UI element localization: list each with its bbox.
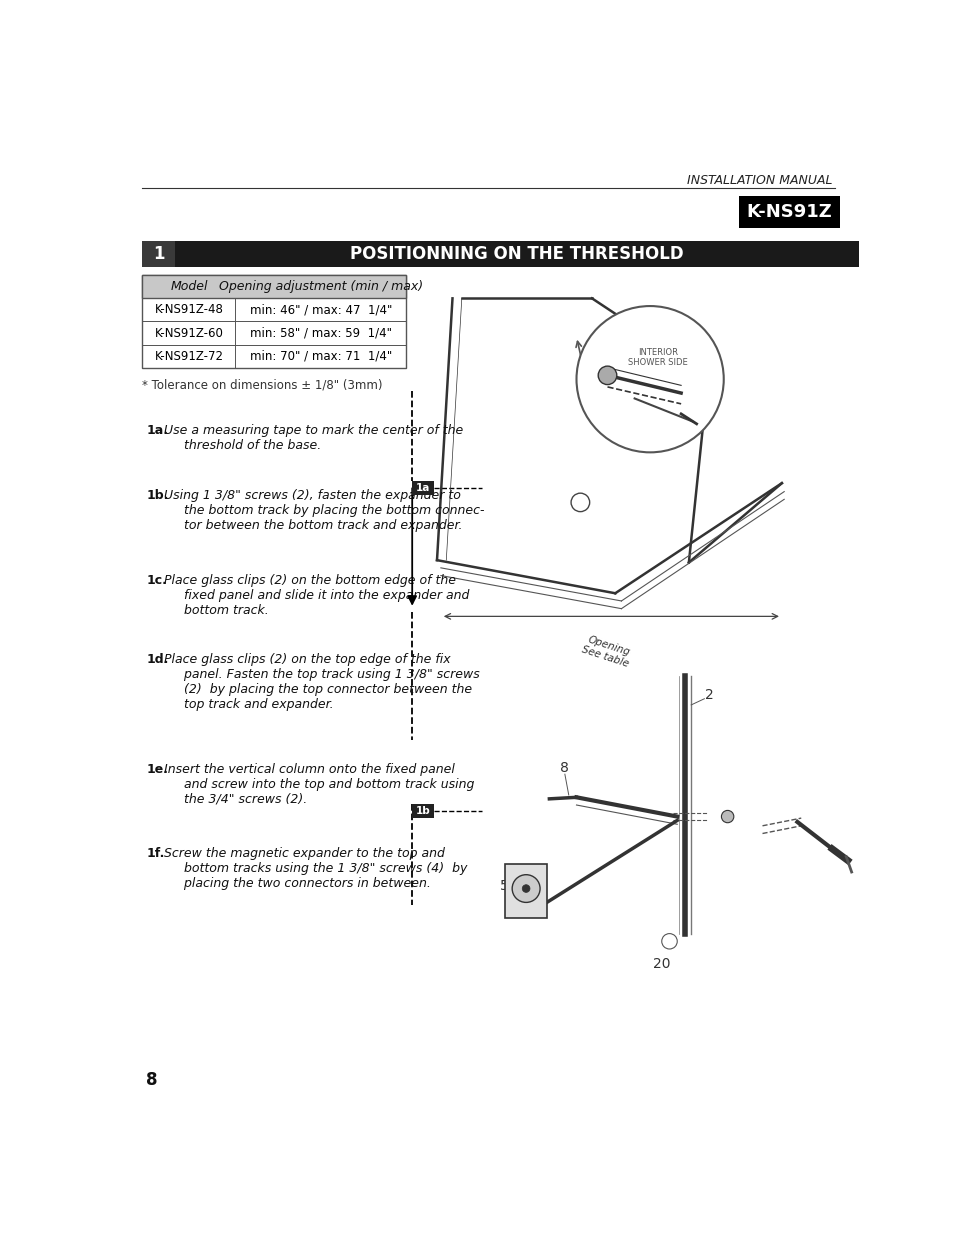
Text: * Tolerance on dimensions ± 1/8" (3mm): * Tolerance on dimensions ± 1/8" (3mm) xyxy=(142,378,382,391)
Text: Screw the magnetic expander to the top and
     bottom tracks using the 1 3/8" s: Screw the magnetic expander to the top a… xyxy=(164,847,467,890)
Circle shape xyxy=(576,306,723,452)
Text: 1d.: 1d. xyxy=(146,652,169,666)
Text: K-NS91Z: K-NS91Z xyxy=(746,203,832,221)
Text: 1f.: 1f. xyxy=(146,847,165,861)
Text: Place glass clips (2) on the bottom edge of the
     fixed panel and slide it in: Place glass clips (2) on the bottom edge… xyxy=(164,574,469,618)
Bar xyxy=(412,480,434,495)
Text: Insert the vertical column onto the fixed panel
     and screw into the top and : Insert the vertical column onto the fixe… xyxy=(164,763,474,805)
Bar xyxy=(142,241,174,267)
Bar xyxy=(504,864,547,918)
Bar xyxy=(412,804,434,818)
Text: min: 70" / max: 71  1/4": min: 70" / max: 71 1/4" xyxy=(250,350,392,363)
Text: Model: Model xyxy=(170,280,208,293)
Text: Place glass clips (2) on the top edge of the fix
     panel. Fasten the top trac: Place glass clips (2) on the top edge of… xyxy=(164,652,479,710)
Text: 1b: 1b xyxy=(416,806,430,816)
Text: min: 46" / max: 47  1/4": min: 46" / max: 47 1/4" xyxy=(250,304,392,316)
Text: INTERIOR
SHOWER SIDE: INTERIOR SHOWER SIDE xyxy=(627,348,687,367)
Text: INSTALLATION MANUAL: INSTALLATION MANUAL xyxy=(686,174,831,186)
Bar xyxy=(739,196,840,228)
Text: min: 58" / max: 59  1/4": min: 58" / max: 59 1/4" xyxy=(250,326,392,340)
Bar xyxy=(174,241,858,267)
Text: 1a.: 1a. xyxy=(146,424,168,437)
Text: 2: 2 xyxy=(704,688,714,701)
Text: Use a measuring tape to mark the center of the
     threshold of the base.: Use a measuring tape to mark the center … xyxy=(164,424,463,452)
Bar xyxy=(142,321,406,345)
Text: Opening
See table: Opening See table xyxy=(580,634,634,669)
Text: 1: 1 xyxy=(152,245,164,263)
Circle shape xyxy=(512,874,539,903)
Text: POSITIONNING ON THE THRESHOLD: POSITIONNING ON THE THRESHOLD xyxy=(350,245,683,263)
Text: K-NS91Z-48: K-NS91Z-48 xyxy=(154,304,223,316)
Circle shape xyxy=(521,884,530,893)
Text: K-NS91Z-72: K-NS91Z-72 xyxy=(154,350,223,363)
Text: Opening adjustment (min / max): Opening adjustment (min / max) xyxy=(218,280,422,293)
Circle shape xyxy=(720,810,733,823)
Bar xyxy=(142,275,406,368)
Text: K-NS91Z-60: K-NS91Z-60 xyxy=(154,326,223,340)
Bar xyxy=(142,299,406,321)
Text: 1a: 1a xyxy=(416,483,430,493)
Text: 1c.: 1c. xyxy=(146,574,167,587)
Text: 8: 8 xyxy=(146,1071,157,1089)
Circle shape xyxy=(598,366,617,384)
Text: 1b.: 1b. xyxy=(146,489,169,503)
Text: 20: 20 xyxy=(652,957,670,972)
Bar xyxy=(142,345,406,368)
Text: 5: 5 xyxy=(499,879,508,893)
Text: Using 1 3/8" screws (2), fasten the expander to
     the bottom track by placing: Using 1 3/8" screws (2), fasten the expa… xyxy=(164,489,484,532)
Bar xyxy=(142,275,406,299)
Text: 8: 8 xyxy=(559,761,569,776)
Text: 1e.: 1e. xyxy=(146,763,168,776)
